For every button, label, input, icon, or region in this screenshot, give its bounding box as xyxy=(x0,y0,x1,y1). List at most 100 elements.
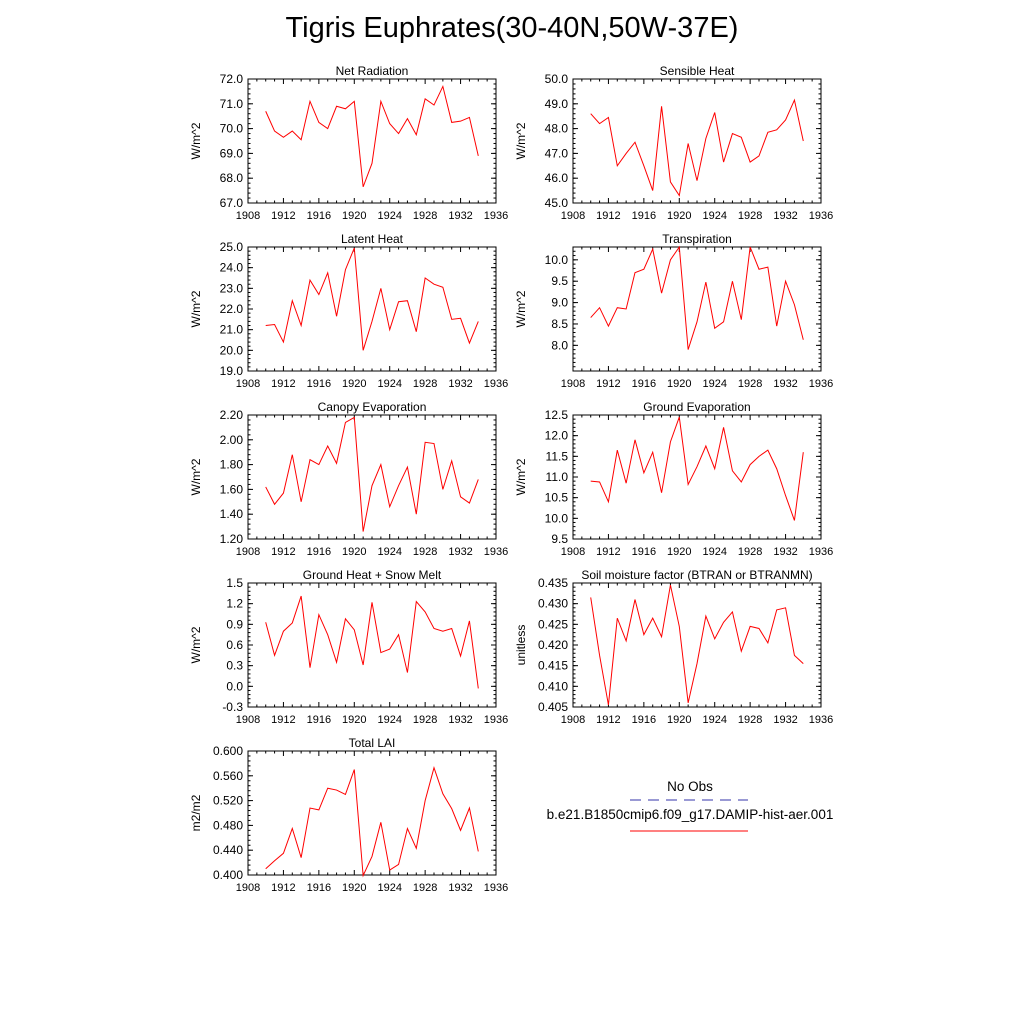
y-axis-label: W/m^2 xyxy=(189,458,203,495)
x-tick-label: 1912 xyxy=(271,714,295,726)
x-tick-label: 1928 xyxy=(413,546,437,558)
y-tick-label: 12.5 xyxy=(545,408,569,422)
panel-soil-moisture-factor-btran-or-btranmn: Soil moisture factor (BTRAN or BTRANMN) 1… xyxy=(514,568,833,726)
panel-title: Canopy Evaporation xyxy=(318,400,427,414)
y-tick-label: 1.2 xyxy=(226,597,243,611)
legend-obs-label: No Obs xyxy=(667,779,713,794)
y-tick-label: 1.20 xyxy=(220,532,244,546)
x-tick-label: 1908 xyxy=(236,210,260,222)
x-tick-label: 1916 xyxy=(632,714,656,726)
y-tick-label: 0.405 xyxy=(538,700,568,714)
x-tick-label: 1920 xyxy=(342,714,366,726)
panel-transpiration: Transpiration 1908 1912 1916 1920 1924 1928 193… xyxy=(514,232,833,390)
y-tick-label: 19.0 xyxy=(220,364,244,378)
y-tick-label: 0.415 xyxy=(538,659,568,673)
y-tick-label: 70.0 xyxy=(220,122,244,136)
panel-net-radiation: Net Radiation 1908 1912 1916 1920 1924 1928 193… xyxy=(189,64,508,222)
x-tick-label: 1912 xyxy=(271,882,295,894)
x-tick-label: 1928 xyxy=(413,210,437,222)
x-tick-label: 1912 xyxy=(271,378,295,390)
y-tick-label: 23.0 xyxy=(220,281,244,295)
y-tick-label: 0.9 xyxy=(226,617,243,631)
y-tick-label: 0.3 xyxy=(226,659,243,673)
panel-ground-heat-snow-melt: Ground Heat + Snow Melt 1908 1912 1916 1920 1… xyxy=(189,568,508,726)
x-tick-label: 1908 xyxy=(561,546,585,558)
panel-ground-evaporation: Ground Evaporation 1908 1912 1916 1920 1924 19… xyxy=(514,400,833,558)
x-tick-label: 1924 xyxy=(702,714,726,726)
x-tick-label: 1916 xyxy=(307,378,331,390)
y-axis-label: W/m^2 xyxy=(189,122,203,159)
x-tick-label: 1932 xyxy=(773,378,797,390)
y-axis-label: W/m^2 xyxy=(189,626,203,663)
y-tick-label: 1.60 xyxy=(220,482,244,496)
y-tick-label: 0.600 xyxy=(213,744,243,758)
y-tick-label: 10.0 xyxy=(545,511,569,525)
x-tick-label: 1920 xyxy=(342,378,366,390)
x-tick-label: 1924 xyxy=(377,714,401,726)
x-tick-label: 1908 xyxy=(561,714,585,726)
x-tick-label: 1936 xyxy=(809,546,833,558)
x-tick-label: 1908 xyxy=(236,882,260,894)
y-tick-label: 46.0 xyxy=(545,171,569,185)
y-tick-label: 2.20 xyxy=(220,408,244,422)
panel-title: Transpiration xyxy=(662,232,732,246)
y-tick-label: 0.440 xyxy=(213,843,243,857)
y-tick-label: 24.0 xyxy=(220,261,244,275)
series-line xyxy=(265,247,479,351)
panel-title: Sensible Heat xyxy=(660,64,735,78)
x-tick-label: 1936 xyxy=(484,210,508,222)
x-tick-label: 1912 xyxy=(596,378,620,390)
x-tick-label: 1924 xyxy=(377,546,401,558)
series-line xyxy=(590,416,804,521)
x-tick-label: 1932 xyxy=(773,210,797,222)
x-tick-label: 1916 xyxy=(307,714,331,726)
series-line xyxy=(265,595,479,689)
x-tick-label: 1916 xyxy=(632,378,656,390)
x-tick-label: 1920 xyxy=(342,546,366,558)
y-tick-label: 9.0 xyxy=(551,296,568,310)
x-tick-label: 1924 xyxy=(702,546,726,558)
y-tick-label: 50.0 xyxy=(545,72,569,86)
x-tick-label: 1936 xyxy=(484,882,508,894)
y-tick-label: 21.0 xyxy=(220,323,244,337)
x-tick-label: 1920 xyxy=(667,714,691,726)
y-tick-label: 0.480 xyxy=(213,818,243,832)
x-tick-label: 1924 xyxy=(377,882,401,894)
y-tick-label: 10.0 xyxy=(545,253,569,267)
y-tick-label: 0.400 xyxy=(213,868,243,882)
x-tick-label: 1936 xyxy=(484,714,508,726)
y-tick-label: 25.0 xyxy=(220,240,244,254)
x-tick-label: 1920 xyxy=(342,210,366,222)
y-axis-label: W/m^2 xyxy=(514,458,528,495)
y-tick-label: 67.0 xyxy=(220,196,244,210)
x-tick-label: 1932 xyxy=(448,882,472,894)
x-tick-label: 1912 xyxy=(271,210,295,222)
series-line xyxy=(590,245,804,350)
y-tick-label: 20.0 xyxy=(220,343,244,357)
panel-title: Ground Heat + Snow Melt xyxy=(303,568,442,582)
x-tick-label: 1924 xyxy=(702,378,726,390)
y-tick-label: 71.0 xyxy=(220,97,244,111)
y-tick-label: 72.0 xyxy=(220,72,244,86)
series-line xyxy=(265,84,479,188)
series-line xyxy=(265,766,479,878)
x-tick-label: 1928 xyxy=(413,882,437,894)
x-tick-label: 1912 xyxy=(596,714,620,726)
y-tick-label: 0.520 xyxy=(213,794,243,808)
y-tick-label: 69.0 xyxy=(220,146,244,160)
x-tick-label: 1932 xyxy=(448,546,472,558)
y-tick-label: 9.5 xyxy=(551,274,568,288)
y-axis-label: W/m^2 xyxy=(514,122,528,159)
x-tick-label: 1908 xyxy=(236,546,260,558)
x-tick-label: 1928 xyxy=(413,378,437,390)
y-tick-label: 0.425 xyxy=(538,617,568,631)
x-tick-label: 1920 xyxy=(667,210,691,222)
y-tick-label: 0.0 xyxy=(226,679,243,693)
y-tick-label: 9.5 xyxy=(551,532,568,546)
y-tick-label: 45.0 xyxy=(545,196,569,210)
x-tick-label: 1936 xyxy=(809,714,833,726)
x-tick-label: 1912 xyxy=(271,546,295,558)
x-tick-label: 1916 xyxy=(307,210,331,222)
